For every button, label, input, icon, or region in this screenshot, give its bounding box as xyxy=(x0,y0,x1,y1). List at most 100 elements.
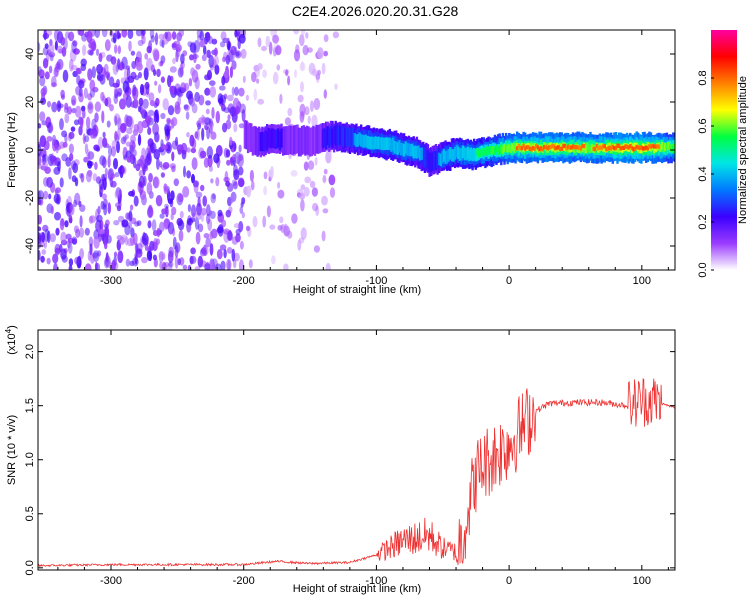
noise-blob xyxy=(153,257,158,268)
noise-blob xyxy=(137,133,142,146)
noise-blob xyxy=(121,219,129,228)
trace-cell xyxy=(520,145,524,151)
noise-blob xyxy=(95,48,100,56)
noise-blob xyxy=(315,205,320,217)
noise-blob xyxy=(147,220,152,229)
noise-blob xyxy=(213,55,219,67)
noise-blob xyxy=(227,196,232,207)
noise-blob xyxy=(265,35,271,48)
noise-blob xyxy=(200,184,205,192)
noise-blob xyxy=(198,94,205,106)
noise-blob xyxy=(88,215,94,224)
trace-cell xyxy=(524,146,527,151)
noise-blob xyxy=(154,131,160,143)
noise-blob xyxy=(162,98,169,111)
trace-cell xyxy=(407,143,411,156)
trace-cell xyxy=(539,146,543,151)
noise-blob xyxy=(287,75,291,86)
noise-blob xyxy=(235,233,241,243)
trace-cell xyxy=(436,148,439,168)
noise-blob xyxy=(262,215,267,228)
noise-blob xyxy=(155,195,163,207)
trace-cell xyxy=(600,146,603,151)
trace-cell xyxy=(379,137,382,150)
trace-cell xyxy=(270,128,274,148)
noise-blob xyxy=(59,218,65,231)
trace-cell xyxy=(426,149,430,169)
noise-blob xyxy=(134,242,138,254)
trace-cell xyxy=(374,136,377,149)
trace-cell xyxy=(501,146,505,154)
noise-blob xyxy=(129,204,134,211)
trace-cell xyxy=(471,148,474,162)
noise-blob xyxy=(299,34,305,47)
noise-blob xyxy=(208,54,214,68)
noise-blob xyxy=(226,258,232,270)
noise-blob xyxy=(234,86,239,97)
noise-blob xyxy=(73,119,80,126)
snr-x-ticks: -300 -200 -100 0 100 xyxy=(57,330,669,587)
noise-blob xyxy=(112,62,119,75)
noise-blob xyxy=(207,218,213,231)
noise-blob xyxy=(143,67,149,81)
trace-cell xyxy=(297,127,301,157)
trace-cell xyxy=(450,148,454,162)
trace-cell xyxy=(352,127,355,147)
noise-blob xyxy=(46,176,53,188)
noise-blob xyxy=(105,252,109,263)
noise-blob xyxy=(102,95,106,104)
trace-cell xyxy=(672,145,675,154)
noise-blob xyxy=(206,146,213,159)
noise-blob xyxy=(146,182,153,195)
trace-cell xyxy=(246,124,250,154)
trace-cell xyxy=(605,147,608,152)
trace-cell xyxy=(660,142,664,150)
noise-blob xyxy=(238,123,245,129)
noise-blob xyxy=(91,66,97,79)
trace-cell xyxy=(444,151,447,164)
noise-blob xyxy=(223,107,231,114)
noise-blob xyxy=(277,224,283,231)
trace-cell xyxy=(551,143,554,148)
x-tick-label: -300 xyxy=(100,275,122,287)
noise-blob xyxy=(96,64,103,75)
noise-blob xyxy=(245,94,249,101)
colorbar-tick-label: 0.0 xyxy=(697,262,709,277)
noise-blob xyxy=(183,104,189,110)
trace-cell xyxy=(272,128,275,148)
trace-cell xyxy=(423,148,427,168)
noise-blob xyxy=(121,56,128,70)
trace-cell xyxy=(586,142,589,151)
noise-blob xyxy=(146,57,153,71)
noise-blob xyxy=(114,115,118,126)
noise-blob xyxy=(101,30,108,38)
trace-cell xyxy=(656,144,659,149)
y-tick-label: 0.5 xyxy=(24,506,36,521)
noise-blob xyxy=(230,45,237,56)
noise-blob xyxy=(221,103,226,112)
noise-blob xyxy=(165,141,172,154)
noise-blob xyxy=(186,90,193,100)
noise-blob xyxy=(190,247,196,255)
noise-blob xyxy=(181,149,187,160)
noise-blob xyxy=(98,178,105,191)
noise-blob xyxy=(82,133,86,145)
trace-cell xyxy=(410,143,414,157)
noise-blob xyxy=(40,255,45,263)
noise-blob xyxy=(109,30,114,37)
trace-cell xyxy=(340,125,344,145)
noise-blob xyxy=(300,199,305,212)
noise-blob xyxy=(156,227,161,238)
noise-blob xyxy=(79,173,83,179)
trace-cell xyxy=(582,144,586,149)
noise-blob xyxy=(111,146,117,157)
noise-blob xyxy=(50,205,54,215)
noise-blob xyxy=(70,126,76,132)
trace-cell xyxy=(522,143,525,149)
noise-blob xyxy=(82,44,87,56)
noise-blob xyxy=(194,266,201,270)
noise-blob xyxy=(46,30,53,36)
trace-cell xyxy=(274,129,277,149)
noise-blob xyxy=(299,192,306,200)
trace-cell xyxy=(399,142,403,156)
